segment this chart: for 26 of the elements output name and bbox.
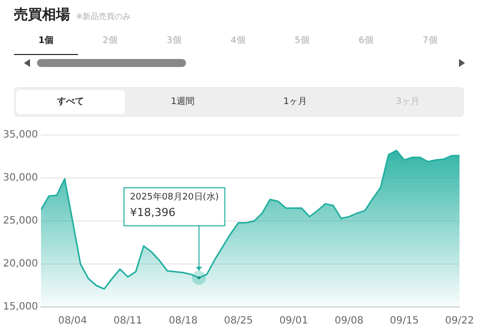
y-tick-label: 25,000 [2, 216, 38, 227]
x-tick-label: 09/22 [445, 316, 474, 327]
text: 2個 [102, 35, 118, 48]
text: 3個 [166, 35, 182, 48]
x-tick-label: 08/11 [113, 316, 142, 327]
text: 4個 [230, 35, 246, 48]
x-tick-label: 08/18 [168, 316, 198, 327]
x-tick-label: 09/08 [334, 316, 364, 327]
x-tick-label: 09/01 [279, 316, 308, 327]
y-tick-label: 20,000 [2, 258, 38, 270]
x-tick-label: 08/25 [224, 316, 253, 327]
text: 1個 [14, 34, 78, 55]
y-tick-label: 15,000 [2, 302, 38, 313]
text: 6個 [358, 35, 374, 48]
annotation: 2025年08月20日(水) ¥18,396 [130, 192, 219, 220]
text: 7個 [422, 35, 438, 48]
text: 1ヶ月 [282, 96, 308, 109]
y-tick-label: 35,000 [2, 130, 38, 141]
text: 5個 [294, 35, 310, 48]
text: 1週間 [170, 96, 196, 109]
y-tick-label: 30,000 [2, 172, 38, 184]
x-tick-label: 08/04 [58, 316, 87, 327]
x-tick-label: 09/15 [390, 316, 419, 327]
chart-title: 売買相場 [14, 6, 70, 24]
chart-subtitle: ※新品売買のみ [76, 11, 131, 22]
text: すべて [16, 90, 124, 114]
